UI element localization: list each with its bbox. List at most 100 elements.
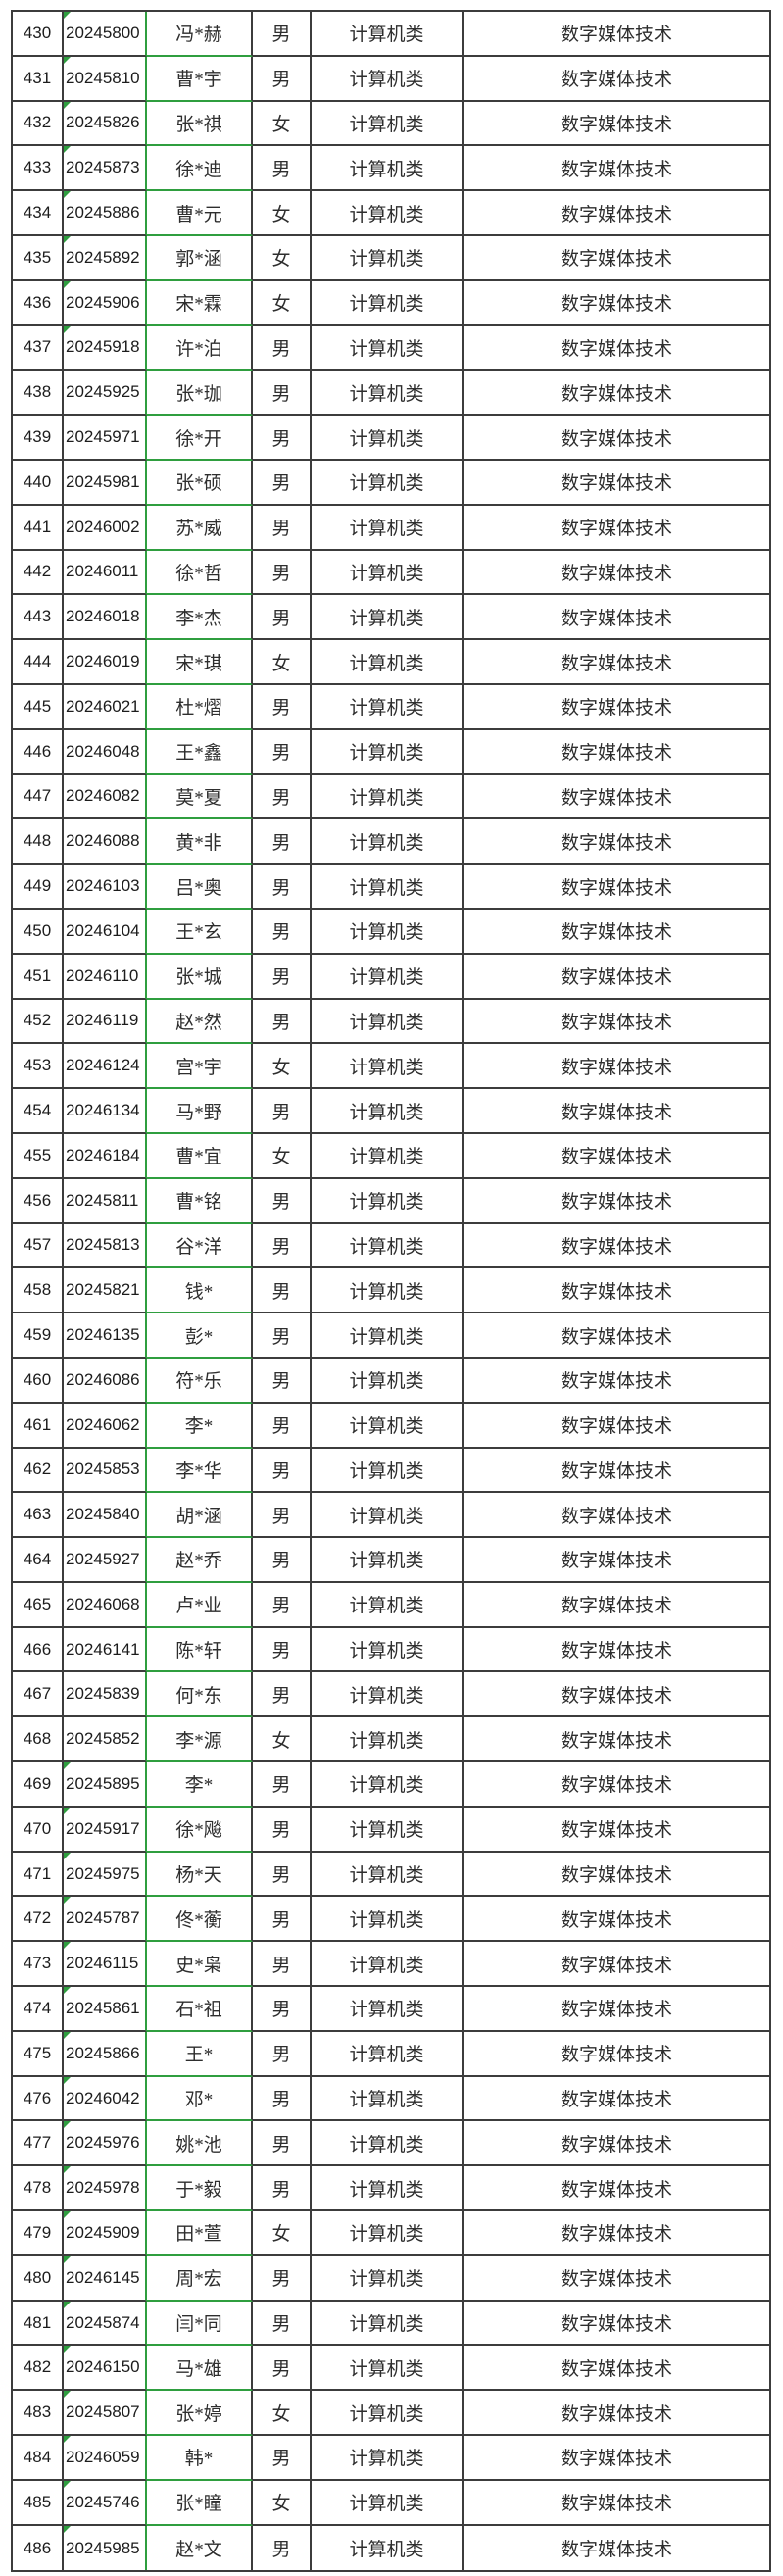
name-cell: 冯*赫 (147, 12, 253, 57)
category-cell: 计算机类 (312, 2255, 464, 2302)
table-row: 451 20246110 张*城 男 计算机类 数字媒体技术 (13, 954, 769, 1000)
candidate-id-value: 20245861 (66, 1998, 140, 2017)
row-number-cell: 434 (13, 191, 64, 236)
gender-cell: 男 (253, 1223, 312, 1269)
gender-cell: 男 (253, 12, 312, 57)
major-cell: 数字媒体技术 (560, 2540, 672, 2561)
candidate-id-cell: 20245839 (64, 1672, 147, 1718)
candidate-id-value: 20246002 (66, 517, 140, 536)
candidate-id-value: 20246110 (66, 966, 139, 985)
major-cell: 数字媒体技术 (464, 910, 769, 955)
gender-cell: 女 (253, 1133, 312, 1179)
name-cell: 符*乐 (147, 1358, 253, 1404)
number-as-text-flag-icon (64, 2436, 71, 2444)
name-cell: 曹*宇 (147, 56, 253, 102)
row-number-cell: 459 (13, 1313, 64, 1359)
gender-cell: 男 (253, 1942, 312, 1988)
major-cell: 数字媒体技术 (464, 1493, 769, 1539)
table-row: 430 20245800 冯*赫 男 计算机类 数字媒体技术 (13, 12, 769, 57)
major-cell: 数字媒体技术 (464, 775, 769, 820)
major-cell: 数字媒体技术 (464, 1628, 769, 1673)
candidate-id-cell: 20245895 (64, 1762, 147, 1808)
row-number-cell: 443 (13, 595, 64, 641)
candidate-id-value: 20246011 (66, 562, 139, 581)
major-cell: 数字媒体技术 (464, 1404, 769, 1449)
name-cell: 杨*天 (147, 1852, 253, 1898)
candidate-id-value: 20245810 (66, 68, 140, 87)
gender-cell: 男 (253, 1627, 312, 1673)
gender-cell: 男 (253, 954, 312, 1000)
candidate-id-cell: 20245909 (64, 2211, 147, 2256)
gender-cell: 男 (253, 1582, 312, 1628)
candidate-id-value: 20246115 (66, 1954, 139, 1973)
category-cell: 计算机类 (312, 2346, 464, 2392)
table-row: 469 20245895 李* 男 计算机类 数字媒体技术 (13, 1762, 769, 1808)
name-cell: 王* (147, 2031, 253, 2077)
category-cell: 计算机类 (312, 684, 464, 730)
category-cell: 计算机类 (312, 1089, 464, 1134)
table-row: 450 20246104 王*玄 男 计算机类 数字媒体技术 (13, 909, 769, 955)
table-row: 457 20245813 谷*洋 男 计算机类 数字媒体技术 (13, 1223, 769, 1269)
category-cell: 计算机类 (312, 56, 464, 102)
major-cell: 数字媒体技术 (464, 2121, 769, 2167)
candidate-id-cell: 20245918 (64, 325, 147, 372)
gender-cell: 男 (253, 1987, 312, 2032)
table-row: 473 20246115 史*枭 男 计算机类 数字媒体技术 (13, 1942, 769, 1988)
gender-cell: 男 (253, 909, 312, 955)
name-cell: 曹*宜 (147, 1133, 253, 1179)
candidate-id-value: 20245975 (66, 1863, 140, 1883)
name-cell: 李* (147, 1403, 253, 1449)
gender-cell: 男 (253, 2076, 312, 2122)
major-cell: 数字媒体技术 (464, 2436, 769, 2481)
number-as-text-flag-icon (64, 280, 71, 288)
candidate-id-value: 20246082 (66, 786, 140, 806)
candidate-id-cell: 20246019 (64, 640, 147, 685)
category-cell: 计算机类 (312, 505, 464, 551)
name-cell: 吕*奥 (147, 865, 253, 910)
name-cell: 李*源 (147, 1717, 253, 1763)
candidate-id-value: 20245853 (66, 1460, 140, 1479)
table-row: 436 20245906 宋*霖 女 计算机类 数字媒体技术 (13, 280, 769, 326)
name-cell: 张*瞳 (147, 2480, 253, 2526)
gender-cell: 男 (253, 1762, 312, 1808)
row-number-cell: 455 (13, 1133, 64, 1179)
candidate-id-value: 20245976 (66, 2133, 140, 2153)
major-cell: 数字媒体技术 (464, 236, 769, 281)
major-cell: 数字媒体技术 (464, 685, 769, 730)
category-cell: 计算机类 (312, 2436, 464, 2481)
major-cell: 数字媒体技术 (464, 1359, 769, 1404)
candidate-id-value: 20246145 (66, 2267, 140, 2287)
major-cell: 数字媒体技术 (464, 1089, 769, 1134)
category-cell: 计算机类 (312, 1178, 464, 1224)
gender-cell: 男 (253, 1538, 312, 1583)
table-row: 455 20246184 曹*宜 女 计算机类 数字媒体技术 (13, 1133, 769, 1179)
name-cell: 李* (147, 1762, 253, 1808)
gender-cell: 男 (253, 1807, 312, 1853)
category-cell: 计算机类 (312, 2076, 464, 2122)
name-cell: 胡*涵 (147, 1493, 253, 1539)
row-number-cell: 432 (13, 101, 64, 147)
name-cell: 许*泊 (147, 325, 253, 372)
name-cell: 赵*乔 (147, 1538, 253, 1583)
candidate-id-value: 20246119 (66, 1011, 139, 1030)
number-as-text-flag-icon (64, 1807, 71, 1814)
candidate-id-value: 20245800 (66, 23, 140, 42)
major-cell: 数字媒体技术 (464, 1853, 769, 1898)
row-number-cell: 460 (13, 1358, 64, 1404)
candidate-id-value: 20245746 (66, 2492, 140, 2511)
major-cell: 数字媒体技术 (464, 12, 769, 57)
gender-cell: 男 (253, 56, 312, 102)
row-number-cell: 482 (13, 2346, 64, 2392)
name-cell: 彭* (147, 1313, 253, 1359)
category-cell: 计算机类 (312, 2166, 464, 2212)
table-row: 439 20245971 徐*开 男 计算机类 数字媒体技术 (13, 416, 769, 461)
candidate-id-value: 20246042 (66, 2088, 140, 2107)
candidate-id-cell: 20245800 (64, 12, 147, 57)
table-row: 479 20245909 田*萱 女 计算机类 数字媒体技术 (13, 2211, 769, 2256)
gender-cell: 男 (253, 595, 312, 641)
major-cell: 数字媒体技术 (464, 1268, 769, 1314)
major-cell: 数字媒体技术 (464, 1808, 769, 1853)
table-row: 437 20245918 许*泊 男 计算机类 数字媒体技术 (13, 325, 769, 372)
candidate-id-cell: 20246115 (64, 1942, 147, 1988)
